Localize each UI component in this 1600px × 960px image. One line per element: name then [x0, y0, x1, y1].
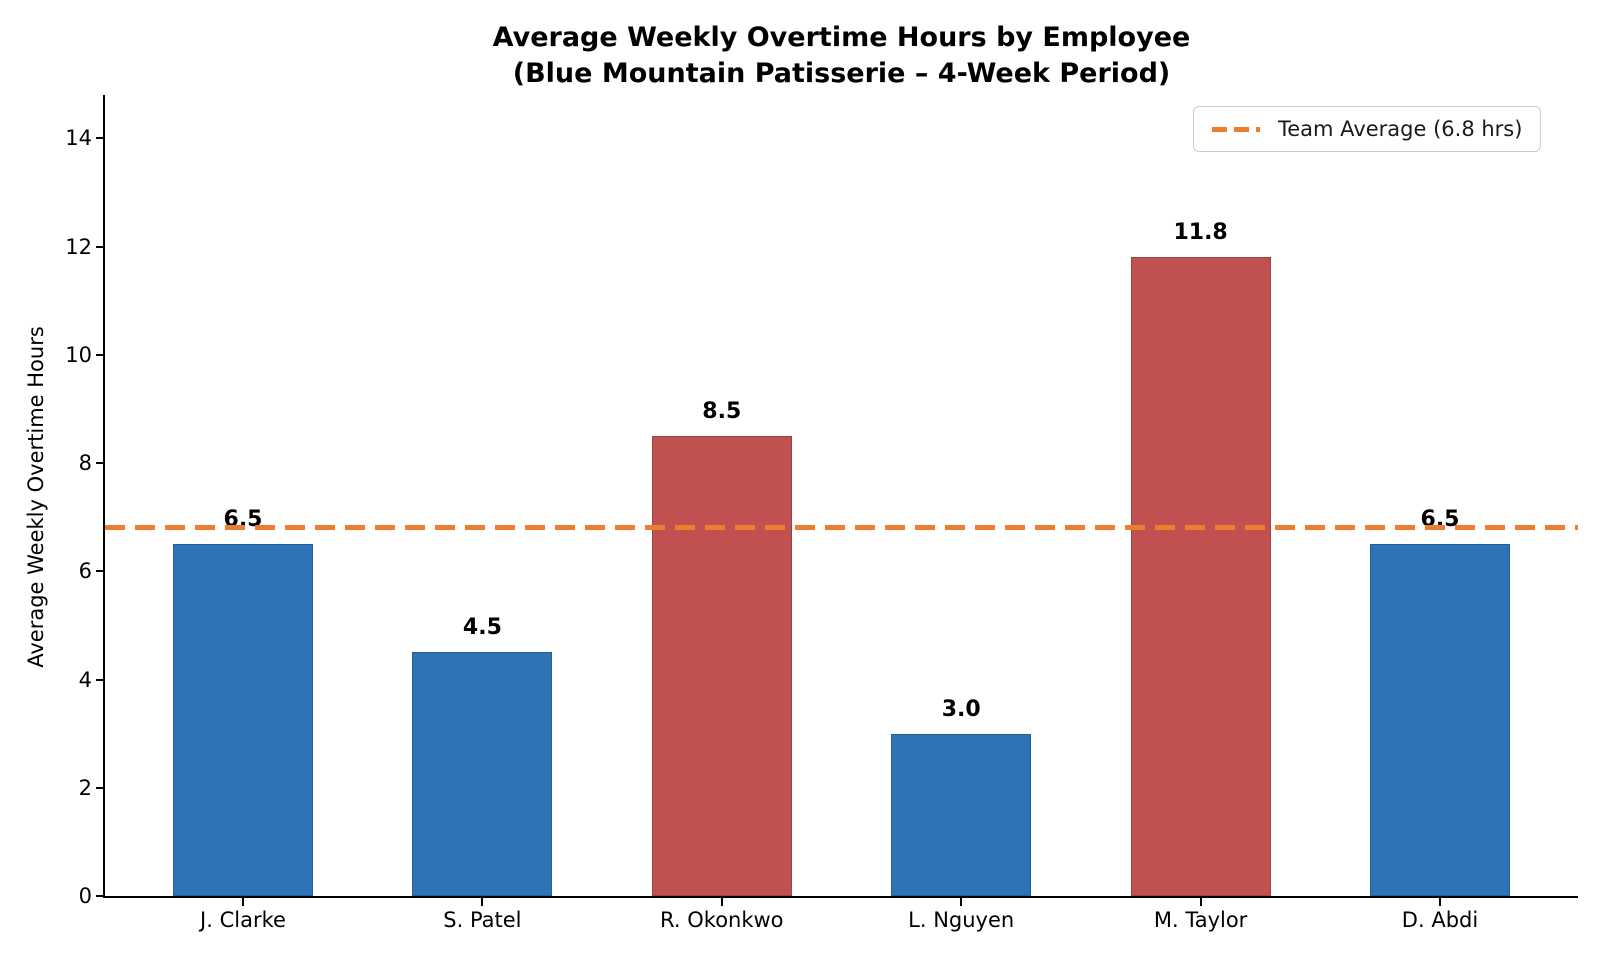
- y-tick-label: 2: [78, 775, 92, 800]
- bar-l-nguyen: [891, 733, 1032, 896]
- x-axis-spine: [103, 896, 1578, 898]
- y-axis-spine: [103, 95, 105, 898]
- bar-r-okonkwo: [651, 435, 792, 896]
- bar-d-abdi: [1370, 544, 1510, 896]
- x-tick-label: D. Abdi: [1401, 908, 1479, 932]
- y-tick-mark: [96, 462, 104, 465]
- legend-label: Team Average (6.8 hrs): [1278, 117, 1523, 141]
- y-axis-title: Average Weekly Overtime Hours: [24, 326, 48, 668]
- plot-area: 6.5 4.5 8.5 3.0 11.8 6.5: [105, 95, 1578, 896]
- y-tick-label: 14: [65, 126, 92, 151]
- y-tick-label: 8: [78, 451, 92, 476]
- x-tick-mark: [1199, 898, 1202, 906]
- x-tick-label: J. Clarke: [200, 908, 286, 932]
- y-tick-label: 10: [65, 342, 92, 367]
- chart-title-line1: Average Weekly Overtime Hours by Employe…: [492, 22, 1191, 53]
- bar-value-label: 8.5: [702, 398, 742, 424]
- y-tick-mark: [96, 353, 104, 356]
- y-tick-mark: [96, 678, 104, 681]
- team-average-line: [105, 525, 1578, 531]
- x-tick-label: R. Okonkwo: [660, 908, 784, 932]
- legend: Team Average (6.8 hrs): [1193, 106, 1542, 152]
- x-tick-label: L. Nguyen: [908, 908, 1015, 932]
- y-tick-label: 6: [78, 559, 92, 584]
- y-tick-label: 12: [65, 234, 92, 259]
- x-tick-mark: [720, 898, 723, 906]
- y-tick-mark: [96, 786, 104, 789]
- bar-s-patel: [412, 652, 553, 896]
- x-tick-label: M. Taylor: [1153, 908, 1248, 932]
- bar-m-taylor: [1130, 257, 1271, 896]
- chart-title-line2: (Blue Mountain Patisserie – 4-Week Perio…: [512, 58, 1171, 89]
- legend-dashed-line-swatch: [1212, 126, 1260, 132]
- x-tick-mark: [1439, 898, 1441, 906]
- y-tick-label: 4: [78, 667, 92, 692]
- bar-value-label: 3.0: [941, 696, 981, 722]
- x-tick-label: S. Patel: [443, 908, 522, 932]
- y-tick-label: 0: [78, 884, 92, 908]
- chart-title: Average Weekly Overtime Hours by Employe…: [105, 20, 1578, 92]
- bar-value-label: 11.8: [1173, 220, 1228, 246]
- y-tick-mark: [96, 137, 104, 140]
- y-tick-mark: [96, 895, 104, 897]
- bar-value-label: 4.5: [462, 615, 502, 641]
- x-tick-mark: [960, 898, 963, 906]
- y-tick-mark: [96, 245, 104, 248]
- x-tick-mark: [481, 898, 484, 906]
- y-tick-mark: [96, 570, 104, 573]
- x-tick-mark: [242, 898, 244, 906]
- bar-j-clarke: [173, 544, 313, 896]
